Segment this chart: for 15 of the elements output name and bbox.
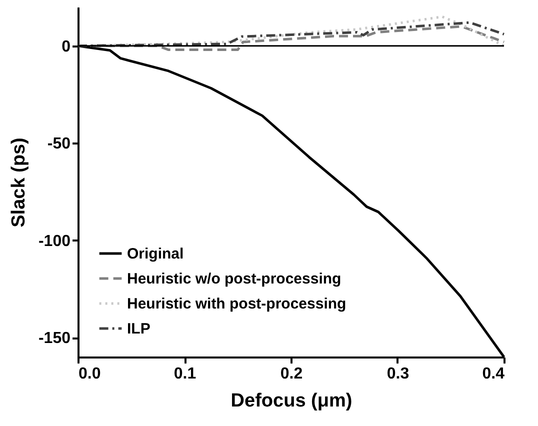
legend-label: Heuristic with post-processing bbox=[127, 296, 346, 312]
legend-label: Original bbox=[127, 246, 184, 262]
y-tick-label: -150 bbox=[38, 330, 71, 348]
x-tick-label: 0.3 bbox=[386, 366, 410, 382]
x-tick-label: 0.0 bbox=[78, 366, 101, 382]
x-tick-label: 0.4 bbox=[482, 366, 505, 382]
y-tick-label: 0 bbox=[62, 38, 71, 56]
x-axis-title: Defocus (μm) bbox=[230, 390, 352, 412]
y-tick-label: -50 bbox=[47, 136, 71, 153]
x-tick-label: 0.1 bbox=[174, 366, 196, 382]
legend-label: Heuristic w/o post-processing bbox=[127, 270, 342, 288]
x-tick-label: 0.2 bbox=[280, 366, 303, 382]
y-tick-label: -100 bbox=[38, 232, 71, 250]
legend-label: ILP bbox=[127, 320, 150, 338]
y-axis-title: Slack (ps) bbox=[8, 138, 30, 228]
